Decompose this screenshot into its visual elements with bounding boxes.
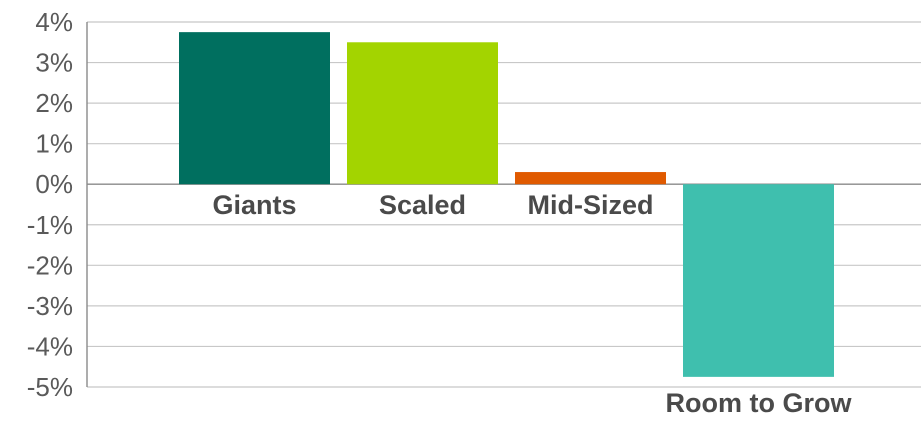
y-tick-label: -4% xyxy=(27,331,73,361)
category-labels: Giants Scaled Mid-Sized Room to Grow xyxy=(212,190,852,418)
bars xyxy=(179,32,834,377)
category-label-giants: Giants xyxy=(212,190,296,220)
y-tick-label: -5% xyxy=(27,372,73,402)
y-tick-label: -1% xyxy=(27,210,73,240)
y-tick-label: -3% xyxy=(27,291,73,321)
category-label-mid-sized: Mid-Sized xyxy=(528,190,654,220)
y-axis-tick-labels: 4% 3% 2% 1% 0% -1% -2% -3% -4% -5% xyxy=(27,7,73,402)
y-tick-label: 2% xyxy=(35,88,73,118)
y-tick-label: 0% xyxy=(35,169,73,199)
y-tick-label: -2% xyxy=(27,250,73,280)
category-label-room-to-grow: Room to Grow xyxy=(666,388,853,418)
y-tick-label: 3% xyxy=(35,48,73,78)
y-tick-label: 1% xyxy=(35,129,73,159)
bar-room-to-grow xyxy=(683,184,834,377)
y-tick-label: 4% xyxy=(35,7,73,37)
bar-mid-sized xyxy=(515,172,666,185)
bar-scaled xyxy=(347,42,498,185)
bar-giants xyxy=(179,32,330,185)
category-label-scaled: Scaled xyxy=(379,190,466,220)
